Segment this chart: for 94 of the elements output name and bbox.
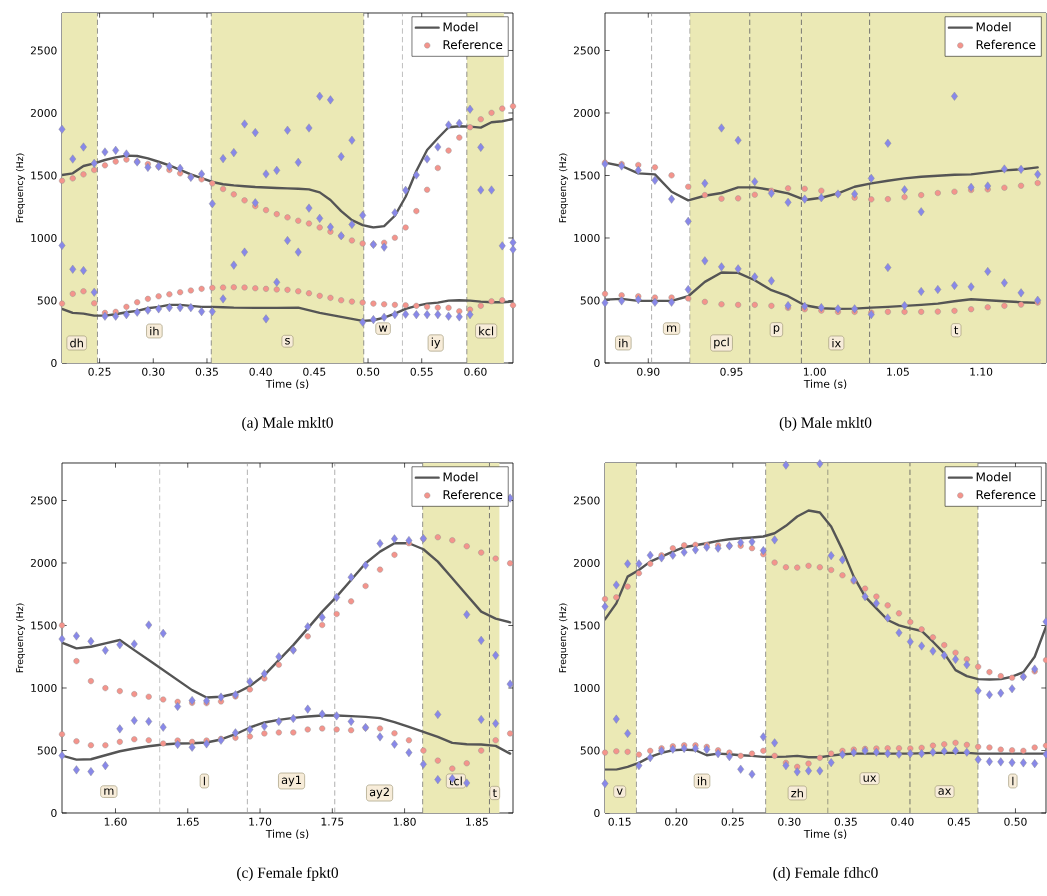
y-tick-label: 2500 [573, 496, 600, 505]
x-tick-label: 0.35 [834, 817, 857, 826]
y-tick-label: 1000 [31, 683, 57, 693]
y-tick-label: 500 [580, 746, 600, 755]
x-axis-title: Time (s) [803, 379, 847, 390]
x-tick-label: 0.60 [464, 367, 487, 376]
y-tick-label: 500 [37, 296, 57, 305]
annotation: v [616, 788, 623, 795]
legend-label: Model [443, 22, 478, 32]
x-tick-label: 0.55 [410, 367, 433, 376]
annotation: l [203, 776, 205, 786]
x-tick-label: 0.95 [720, 367, 743, 376]
annotation: dh [70, 338, 83, 348]
legend-label: Reference [443, 489, 503, 500]
x-tick-label: 0.50 [1004, 817, 1027, 826]
annotation: s [285, 337, 290, 345]
annotation: ux [863, 775, 877, 782]
annotation: m [667, 325, 677, 332]
y-axis-title: Frequency (Hz) [558, 153, 568, 223]
text: (c) Female fpkt0 [237, 866, 339, 881]
text: (b) Male mklt0 [779, 416, 872, 431]
x-tick-label: 0.20 [665, 817, 688, 826]
y-tick-label: 1000 [31, 233, 57, 243]
y-tick-label: 500 [580, 296, 600, 305]
x-tick-label: 0.90 [637, 367, 660, 376]
x-tick-label: 0.25 [721, 817, 744, 826]
legend-label: Reference [976, 39, 1036, 50]
y-tick-label: 2000 [573, 108, 600, 118]
annotation: w [378, 325, 388, 332]
legend-label: Model [976, 472, 1011, 482]
y-tick-label: 0 [51, 358, 57, 368]
y-tick-label: 500 [37, 746, 57, 755]
annotation: iy [431, 337, 441, 349]
annotation: ay1 [281, 775, 301, 787]
x-tick-label: 1.10 [970, 367, 993, 376]
x-tick-label: 0.40 [249, 367, 272, 376]
y-tick-label: 1500 [574, 621, 600, 630]
y-tick-label: 2500 [30, 46, 57, 55]
annotation: p [773, 325, 780, 334]
y-tick-label: 2500 [573, 46, 600, 55]
y-axis-title: Frequency (Hz) [15, 603, 25, 673]
x-tick-label: 0.45 [947, 817, 970, 826]
x-tick-label: 1.00 [803, 367, 826, 376]
annotation: ih [619, 338, 628, 348]
annotation: ay2 [369, 787, 389, 799]
x-tick-label: 0.50 [356, 367, 380, 376]
annotation: t [492, 789, 497, 797]
y-tick-label: 1000 [574, 683, 600, 693]
x-axis-title: Time (s) [265, 379, 309, 390]
annotation: ax [938, 788, 952, 795]
x-tick-label: 0.45 [303, 367, 326, 376]
y-tick-label: 1500 [574, 171, 600, 180]
y-tick-label: 2000 [30, 108, 57, 118]
annotation: m [104, 788, 114, 795]
x-tick-label: 0.30 [142, 367, 165, 376]
legend-label: Reference [976, 489, 1036, 500]
y-tick-label: 1500 [31, 171, 57, 180]
annotation: zh [791, 788, 803, 798]
x-tick-label: 1.60 [104, 817, 127, 826]
y-tick-label: 2000 [573, 558, 600, 568]
annotation: t [954, 326, 959, 335]
x-axis-title: Time (s) [265, 829, 309, 840]
y-axis-title: Frequency (Hz) [15, 153, 25, 223]
y-tick-label: 2500 [30, 496, 57, 505]
y-tick-label: 1000 [574, 233, 600, 243]
x-tick-label: 1.80 [393, 817, 416, 826]
y-tick-label: 0 [594, 808, 600, 818]
legend-label: Reference [443, 39, 503, 50]
x-tick-label: 0.30 [778, 817, 801, 826]
annotation: pcl [714, 337, 729, 349]
annotation: ih [150, 326, 159, 336]
annotation: kcl [479, 326, 494, 336]
text: (d) Female fdhc0 [773, 866, 878, 881]
annotation: ih [697, 776, 707, 786]
x-axis-title: Time (s) [803, 829, 847, 840]
x-tick-label: 0.15 [608, 817, 631, 826]
x-tick-label: 1.65 [177, 817, 199, 826]
legend-label: Model [976, 22, 1011, 32]
y-tick-label: 1500 [31, 621, 57, 630]
legend-label: Model [443, 472, 478, 482]
y-tick-label: 0 [51, 808, 57, 818]
x-tick-label: 0.40 [891, 817, 914, 826]
x-tick-label: 1.70 [249, 817, 272, 826]
y-tick-label: 0 [594, 358, 600, 368]
y-axis-title: Frequency (Hz) [558, 603, 568, 673]
annotation: l [1012, 776, 1014, 786]
y-tick-label: 2000 [30, 558, 57, 568]
x-tick-label: 0.25 [88, 367, 111, 376]
annotation: ix [832, 338, 841, 348]
x-tick-label: 0.35 [195, 367, 218, 376]
x-tick-label: 1.85 [466, 817, 488, 826]
x-tick-label: 1.05 [887, 367, 909, 376]
text: (a) Male mklt0 [242, 416, 333, 431]
x-tick-label: 1.75 [321, 817, 344, 826]
